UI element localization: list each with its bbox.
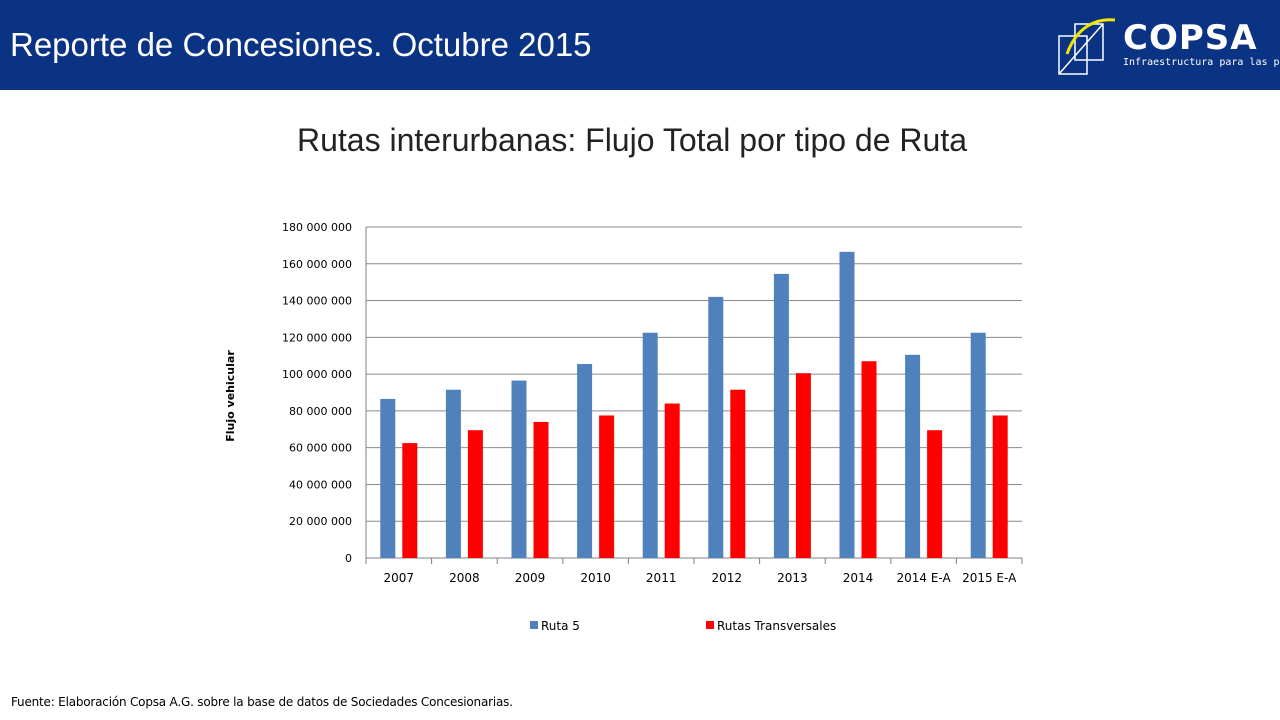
x-tick-label: 2014 E-A — [896, 571, 951, 585]
bar-ruta-5 — [380, 398, 396, 558]
bar-rutas-transversales — [730, 389, 746, 558]
y-axis-label: Flujo vehicular — [224, 350, 237, 442]
header-bar: Reporte de Concesiones. Octubre 2015 COP… — [0, 0, 1280, 90]
y-tick-label: 40 000 000 — [289, 478, 352, 491]
bar-ruta-5 — [773, 273, 789, 558]
bar-ruta-5 — [708, 296, 724, 558]
bar-ruta-5 — [839, 251, 855, 558]
x-tick-label: 2007 — [384, 571, 415, 585]
x-tick-label: 2012 — [712, 571, 743, 585]
bar-chart: 0 20 000 000 40 000 000 60 000 000 80 000 00… — [224, 221, 1023, 633]
logo-tagline: Infraestructura para las personas — [1123, 57, 1280, 68]
source-footnote: Fuente: Elaboración Copsa A.G. sobre la … — [11, 695, 513, 709]
report-title: Reporte de Concesiones. Octubre 2015 — [10, 26, 592, 63]
y-tick-label: 120 000 000 — [282, 331, 352, 344]
y-tick-label: 0 — [345, 552, 352, 565]
y-tick-label: 100 000 000 — [282, 368, 352, 381]
x-tick-label: 2011 — [646, 571, 677, 585]
bar-rutas-transversales — [795, 373, 811, 558]
y-tick-label: 60 000 000 — [289, 442, 352, 455]
bar-ruta-5 — [905, 354, 921, 558]
copsa-logo: COPSA Infraestructura para las personas — [1053, 14, 1280, 78]
y-tick-label: 80 000 000 — [289, 405, 352, 418]
x-tick-label: 2008 — [449, 571, 480, 585]
bar-ruta-5 — [642, 332, 658, 558]
bar-rutas-transversales — [533, 421, 549, 558]
logo-mark-icon — [1058, 18, 1116, 75]
legend-swatch — [706, 621, 714, 629]
bar-rutas-transversales — [861, 361, 877, 558]
bar-ruta-5 — [970, 332, 986, 558]
x-tick-label: 2013 — [777, 571, 808, 585]
bar-ruta-5 — [445, 389, 461, 558]
x-tick-label: 2009 — [515, 571, 546, 585]
bar-ruta-5 — [577, 363, 593, 558]
legend-swatch — [530, 621, 538, 629]
y-tick-label: 180 000 000 — [282, 221, 352, 234]
legend-label: Rutas Transversales — [717, 619, 836, 633]
x-tick-label: 2014 — [843, 571, 874, 585]
y-tick-label: 160 000 000 — [282, 258, 352, 271]
bar-rutas-transversales — [599, 415, 615, 558]
bar-rutas-transversales — [927, 430, 943, 558]
legend-label: Ruta 5 — [541, 619, 580, 633]
y-tick-label: 140 000 000 — [282, 295, 352, 308]
x-tick-label: 2015 E-A — [962, 571, 1017, 585]
logo-name: COPSA — [1123, 18, 1258, 58]
bar-ruta-5 — [511, 380, 527, 558]
y-tick-label: 20 000 000 — [289, 515, 352, 528]
bar-rutas-transversales — [664, 403, 680, 558]
bar-rutas-transversales — [992, 415, 1008, 558]
x-tick-label: 2010 — [580, 571, 611, 585]
bar-rutas-transversales — [402, 443, 418, 558]
slide-title: Rutas interurbanas: Flujo Total por tipo… — [296, 122, 967, 158]
bar-rutas-transversales — [467, 430, 483, 558]
